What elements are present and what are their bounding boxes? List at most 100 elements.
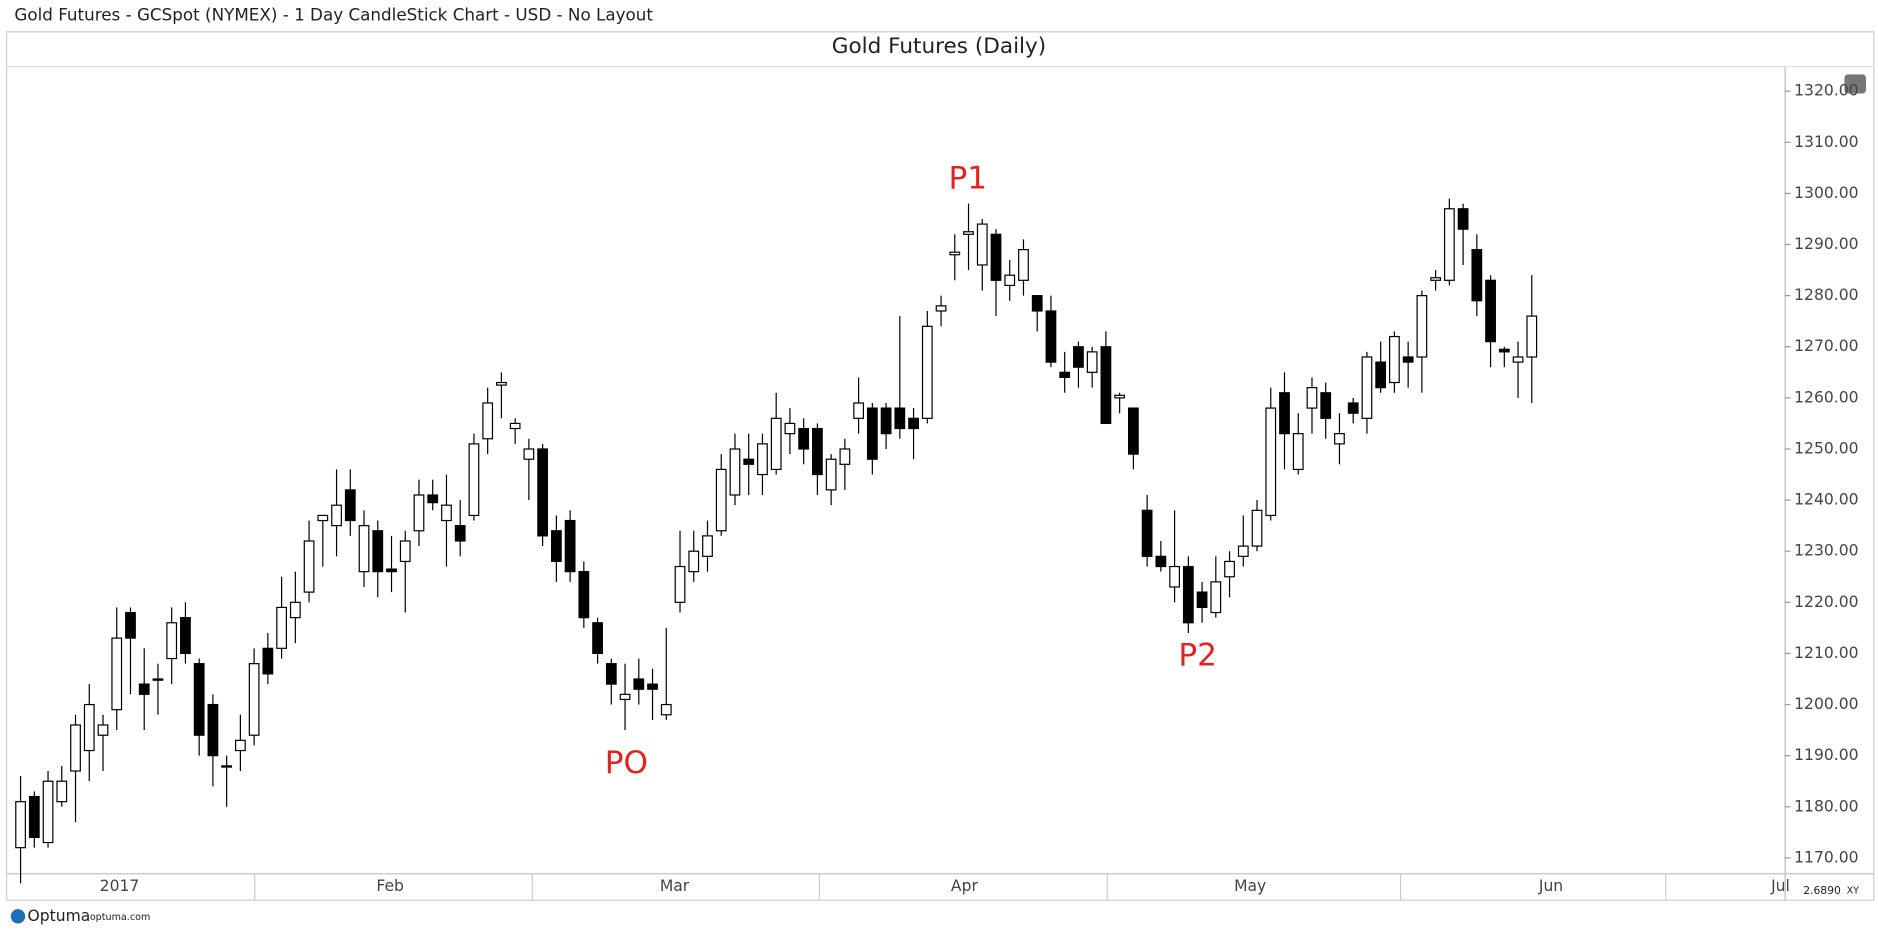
candle-body xyxy=(1292,433,1304,471)
candle-body xyxy=(1443,208,1455,281)
candle-body xyxy=(413,494,425,532)
candle-body xyxy=(15,801,26,849)
candle-body xyxy=(97,724,109,736)
candle-body xyxy=(564,519,576,573)
candle-body xyxy=(894,407,906,430)
candle-body xyxy=(1045,310,1057,363)
candle-body xyxy=(770,417,782,471)
candle-body xyxy=(1347,402,1359,414)
scale-mode[interactable]: XY xyxy=(1847,886,1860,897)
candle-body xyxy=(784,422,796,435)
candle-body xyxy=(1306,387,1318,409)
y-tick-label: 1290.00 xyxy=(1794,235,1858,253)
annotation: P2 xyxy=(1178,637,1217,673)
candle-body xyxy=(990,233,1002,281)
y-tick-label: 1190.00 xyxy=(1794,746,1858,764)
candle-body xyxy=(660,703,672,716)
candle-body xyxy=(1127,407,1139,455)
candle-body xyxy=(303,540,315,593)
y-tick-label: 1170.00 xyxy=(1794,848,1858,866)
x-tick-label: May xyxy=(1234,877,1266,895)
candle-body xyxy=(372,530,384,573)
scale-value: 2.6890 xyxy=(1803,884,1841,897)
y-tick-label: 1280.00 xyxy=(1794,286,1858,304)
candle-body xyxy=(729,448,741,496)
candle-body xyxy=(1485,279,1496,343)
candle-body xyxy=(1182,565,1194,624)
candle-body xyxy=(1237,545,1249,557)
candle-body xyxy=(921,325,933,419)
y-tick-label: 1270.00 xyxy=(1794,337,1858,355)
candle-body xyxy=(1196,591,1208,609)
candle-body xyxy=(262,647,274,675)
candle-body xyxy=(221,765,233,768)
candle-body xyxy=(1265,407,1277,517)
candle-body xyxy=(853,402,865,419)
candle-body xyxy=(1086,351,1098,373)
candle-body xyxy=(537,448,549,537)
annotation: PO xyxy=(605,745,648,781)
candle-body xyxy=(138,683,150,695)
brand: Optuma xyxy=(28,907,91,925)
candle-body xyxy=(1457,208,1469,230)
candle-body xyxy=(1031,295,1043,312)
candle-body xyxy=(1375,361,1387,389)
x-tick-label: Jul xyxy=(1770,877,1790,895)
y-tick-label: 1210.00 xyxy=(1794,644,1858,662)
candle-body xyxy=(578,571,590,619)
candle-body xyxy=(1471,249,1483,302)
candle-body xyxy=(976,223,988,266)
candle-body xyxy=(70,724,81,772)
candle-body xyxy=(1141,509,1153,557)
candle-body xyxy=(56,780,68,803)
candle-body xyxy=(180,617,191,655)
candle-body xyxy=(1512,356,1524,363)
x-tick-label: Feb xyxy=(376,877,404,895)
candle-body xyxy=(1224,560,1235,578)
candle-body xyxy=(757,443,768,476)
lock-icon[interactable] xyxy=(1844,74,1867,94)
candle-body xyxy=(399,540,411,563)
candle-body xyxy=(1334,433,1345,445)
candle-body xyxy=(482,402,494,440)
candle-body xyxy=(866,407,878,460)
candle-body xyxy=(289,601,301,619)
y-tick-label: 1250.00 xyxy=(1794,439,1858,457)
candle-body xyxy=(207,703,219,757)
candle-body xyxy=(1526,315,1538,358)
y-tick-label: 1230.00 xyxy=(1794,542,1858,560)
candle-body xyxy=(1430,277,1442,281)
candle-body xyxy=(276,606,287,649)
candle-body xyxy=(592,622,603,655)
candle-body xyxy=(1361,356,1373,419)
candle-body xyxy=(715,468,727,532)
candle-body xyxy=(496,381,507,386)
candle-body xyxy=(743,458,755,465)
candle-body xyxy=(1210,581,1222,614)
candle-body xyxy=(1251,509,1263,547)
candle-body xyxy=(454,525,466,542)
frame xyxy=(5,31,1875,901)
candle-body xyxy=(317,514,329,522)
y-tick-label: 1310.00 xyxy=(1794,133,1858,151)
candle-body xyxy=(344,489,356,522)
y-tick-label: 1200.00 xyxy=(1794,695,1858,713)
candle-body xyxy=(688,550,700,573)
candle-body xyxy=(935,305,947,312)
candle-body xyxy=(523,448,535,460)
candle-body xyxy=(1169,565,1180,588)
logo-icon xyxy=(10,909,26,924)
candle-body xyxy=(1114,394,1126,399)
candle-body xyxy=(234,739,246,752)
candle-body xyxy=(1018,249,1029,281)
candle-body xyxy=(1279,392,1290,435)
y-tick-label: 1240.00 xyxy=(1794,491,1858,509)
candle-body xyxy=(83,703,95,752)
candle-body xyxy=(248,663,260,736)
candle-body xyxy=(605,663,617,685)
candle-body xyxy=(468,443,480,517)
candle-body xyxy=(1004,274,1016,287)
candle-body xyxy=(358,525,370,573)
candle-body xyxy=(1073,346,1084,368)
